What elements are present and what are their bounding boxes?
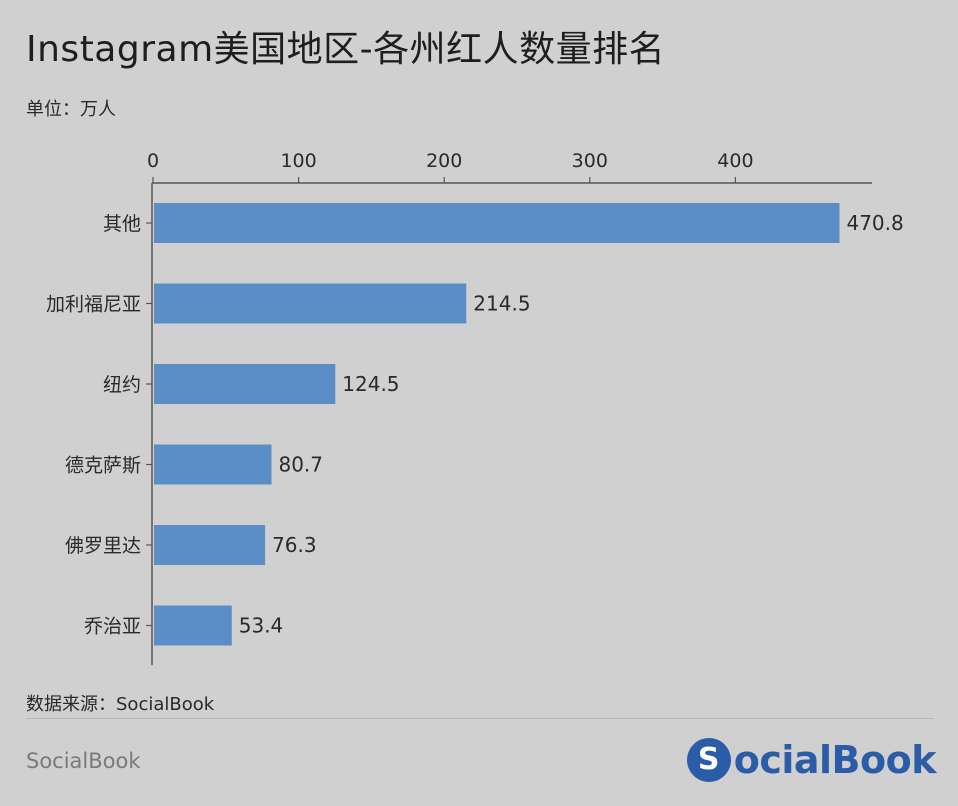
category-label: 其他: [103, 213, 141, 235]
bar-value-label: 53.4: [239, 614, 284, 638]
x-tick-label: 200: [426, 150, 462, 172]
bar: [154, 283, 467, 324]
bar-value-label: 124.5: [342, 372, 399, 396]
footer-divider: [26, 718, 934, 719]
bar: [154, 364, 336, 404]
bar: [154, 203, 840, 243]
x-tick-label: 300: [572, 150, 608, 172]
bar-value-label: 76.3: [272, 533, 317, 557]
bar: [154, 525, 266, 565]
x-tick-label: 400: [717, 150, 753, 172]
logo-wordmark: ocialBook: [733, 738, 937, 782]
chart-title: Instagram美国地区-各州红人数量排名: [26, 29, 666, 70]
data-source-note: 数据来源：SocialBook: [26, 694, 215, 715]
bar-value-label: 470.8: [846, 211, 903, 235]
category-label: 佛罗里达: [65, 535, 141, 557]
bar-value-label: 214.5: [473, 292, 530, 316]
logo-mark-icon: S: [686, 738, 731, 782]
bar-chart: 0 100 200 300 400 其他 470.8 加利福尼亚 214.5 纽约 124.5 德克萨…: [46, 150, 904, 665]
bar: [154, 444, 272, 485]
socialbook-logo: S ocialBook: [686, 732, 937, 788]
bar-value-label: 80.7: [278, 453, 323, 477]
category-label: 乔治亚: [84, 616, 141, 638]
category-label: 加利福尼亚: [46, 294, 141, 316]
unit-label: 单位：万人: [26, 99, 116, 120]
category-label: 纽约: [103, 374, 141, 396]
x-tick-label: 0: [147, 150, 159, 172]
x-tick-label: 100: [280, 150, 316, 172]
footer-brand-text: SocialBook: [26, 749, 141, 773]
bar: [154, 605, 232, 646]
category-label: 德克萨斯: [65, 455, 141, 477]
